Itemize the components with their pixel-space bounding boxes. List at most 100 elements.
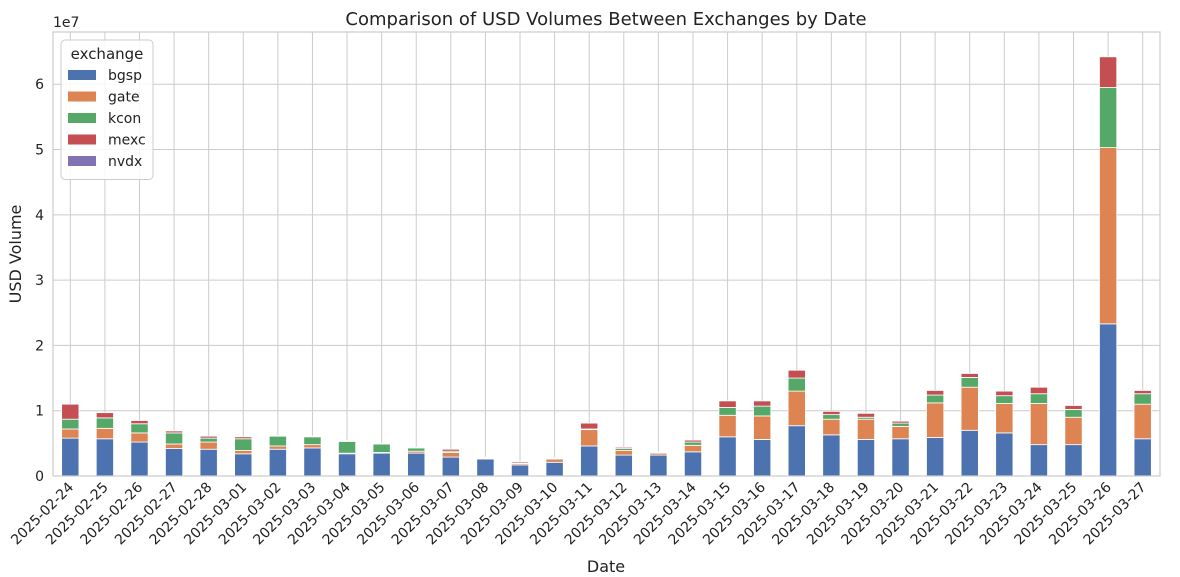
bar-kcon-2025-03-27 [1133, 393, 1152, 405]
bar-bgsp-2025-03-01 [234, 453, 253, 477]
bar-mexc-2025-03-26 [1099, 56, 1118, 88]
bar-kcon-2025-03-16 [753, 405, 772, 417]
bar-gate-2025-03-18 [822, 418, 841, 436]
bar-mexc-2025-03-17 [787, 369, 806, 379]
bar-mexc-2025-03-11 [580, 422, 599, 430]
bar-kcon-2025-03-04 [337, 440, 357, 454]
bar-kcon-2025-03-17 [787, 377, 806, 392]
bar-mexc-2025-03-04 [337, 440, 357, 442]
bar-gate-2025-03-19 [856, 418, 876, 440]
legend: exchange bgsp gate kcon mexc nvdx [60, 39, 154, 180]
legend-label-nvdx: nvdx [108, 154, 142, 170]
bar-mexc-2025-03-09 [510, 461, 530, 464]
legend-label-mexc: mexc [108, 133, 146, 149]
legend-swatch-kcon [68, 113, 96, 123]
legend-label-bgsp: bgsp [108, 68, 142, 84]
bar-mexc-2025-03-13 [649, 451, 668, 453]
plot-frame [52, 31, 1161, 477]
y-tick-label: 3 [35, 273, 44, 289]
bar-kcon-2025-03-20 [891, 422, 910, 427]
bar-gate-2025-03-03 [303, 444, 322, 449]
bar-bgsp-2025-03-08 [476, 458, 495, 477]
bar-bgsp-2025-02-25 [95, 438, 114, 477]
y-tick-label: 1 [35, 404, 44, 420]
legend-label-kcon: kcon [108, 111, 141, 127]
bar-bgsp-2025-03-07 [441, 456, 460, 477]
bar-bgsp-2025-03-26 [1099, 323, 1118, 477]
bar-gate-2025-03-10 [545, 458, 564, 463]
y-tick-label: 5 [35, 143, 44, 159]
bar-bgsp-2025-02-24 [61, 437, 80, 477]
bar-kcon-2025-03-26 [1099, 87, 1118, 148]
bar-gate-2025-03-01 [234, 450, 253, 455]
bar-kcon-2025-03-06 [407, 447, 426, 452]
bar-gate-2025-03-12 [614, 450, 633, 456]
bar-kcon-2025-02-25 [95, 417, 114, 429]
bar-mexc-2025-02-24 [61, 403, 80, 420]
bars-group [61, 56, 1152, 477]
legend-title: exchange [71, 45, 144, 63]
bar-gate-2025-03-21 [926, 402, 945, 438]
bar-gate-2025-03-14 [683, 444, 703, 453]
bar-bgsp-2025-02-26 [130, 441, 149, 477]
legend-swatch-gate [68, 91, 96, 102]
bar-kcon-2025-03-14 [683, 441, 703, 446]
bar-mexc-2025-03-02 [268, 435, 287, 437]
bar-bgsp-2025-03-18 [822, 434, 841, 477]
y-tick-label: 6 [35, 77, 44, 93]
bar-bgsp-2025-03-11 [580, 445, 599, 477]
bar-mexc-2025-03-14 [683, 439, 703, 443]
bar-bgsp-2025-03-03 [303, 447, 322, 477]
x-axis-label: Date [587, 557, 625, 576]
bar-gate-2025-03-23 [995, 403, 1014, 434]
bar-bgsp-2025-03-13 [649, 454, 668, 477]
bar-bgsp-2025-03-17 [787, 425, 806, 477]
bar-bgsp-2025-03-23 [995, 432, 1014, 477]
y-offset-label: 1e7 [53, 15, 79, 31]
y-tick-labels: 0 1 2 3 4 5 6 [35, 77, 44, 485]
bar-gate-2025-03-17 [787, 390, 806, 427]
y-axis-label: USD Volume [6, 205, 25, 304]
bar-bgsp-2025-03-27 [1133, 438, 1152, 477]
bar-bgsp-2025-03-21 [926, 437, 945, 477]
bar-mexc-2025-03-12 [614, 446, 633, 449]
bar-gate-2025-03-07 [441, 452, 460, 458]
bar-kcon-2025-02-28 [199, 437, 218, 443]
bar-kcon-2025-03-25 [1064, 408, 1083, 418]
bar-mexc-2025-03-15 [718, 400, 737, 408]
bar-mexc-2025-03-22 [960, 373, 979, 378]
bar-gate-2025-02-25 [95, 427, 114, 440]
bar-mexc-2025-03-18 [822, 410, 841, 416]
bar-gate-2025-03-24 [1029, 403, 1048, 446]
bar-bgsp-2025-03-19 [856, 439, 876, 477]
bar-bgsp-2025-03-04 [337, 453, 357, 477]
bar-bgsp-2025-03-05 [372, 452, 391, 477]
bar-gate-2025-02-27 [165, 443, 184, 449]
y-tick-label: 2 [35, 338, 44, 354]
bar-gate-2025-03-16 [753, 415, 772, 440]
bar-kcon-2025-03-05 [372, 443, 391, 453]
legend-swatch-mexc [68, 134, 96, 145]
legend-swatch-nvdx [68, 156, 96, 166]
bar-mexc-2025-03-21 [926, 390, 945, 396]
legend-label-gate: gate [108, 90, 140, 106]
bar-bgsp-2025-03-12 [614, 454, 633, 477]
bar-mexc-2025-03-19 [856, 412, 876, 418]
y-tick-label: 0 [35, 469, 44, 485]
bar-bgsp-2025-02-27 [165, 448, 184, 477]
bar-gate-2025-03-25 [1064, 416, 1083, 446]
bar-mexc-2025-03-16 [753, 400, 772, 407]
bar-kcon-2025-03-01 [234, 438, 253, 451]
bar-mexc-2025-02-27 [165, 430, 184, 434]
bar-gate-2025-02-28 [199, 441, 218, 450]
bar-mexc-2025-02-25 [95, 412, 114, 419]
legend-swatch-bgsp [68, 70, 96, 80]
bar-kcon-2025-02-27 [165, 432, 184, 445]
bar-mexc-2025-03-23 [995, 390, 1014, 397]
bar-mexc-2025-03-24 [1029, 386, 1048, 395]
bar-gate-2025-03-02 [268, 445, 287, 450]
bar-gate-2025-03-27 [1133, 403, 1152, 440]
bar-bgsp-2025-03-22 [960, 429, 979, 477]
